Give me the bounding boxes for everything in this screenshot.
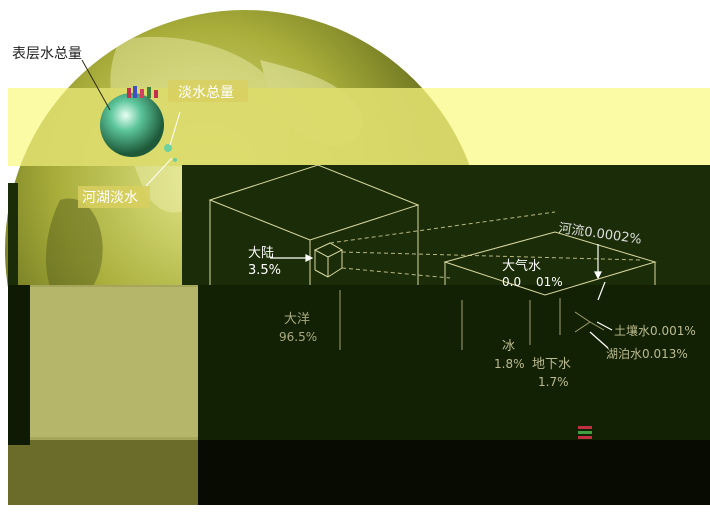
surface-water-drop bbox=[100, 93, 164, 157]
dark-panel-top bbox=[182, 165, 710, 285]
dark-panel-middle bbox=[198, 285, 710, 440]
continent-cube bbox=[313, 242, 344, 278]
left-dark-strip bbox=[8, 285, 30, 445]
label-groundwater-pct: 1.7% bbox=[538, 375, 569, 389]
globe-leaders bbox=[81, 59, 111, 111]
label-ocean: 大洋 bbox=[284, 312, 310, 327]
lake-river-label-box bbox=[78, 186, 150, 208]
label-groundwater: 地下水 bbox=[532, 357, 571, 372]
label-atmosphere: 大气水 bbox=[502, 258, 541, 274]
fresh-total-label-box bbox=[168, 80, 248, 102]
label-atmosphere-pct-a: 0.0 bbox=[502, 275, 521, 289]
freshwater-cube bbox=[443, 231, 657, 296]
bottom-marker bbox=[578, 426, 592, 439]
arrows bbox=[270, 244, 613, 349]
label-ice-pct: 1.8% bbox=[494, 357, 525, 371]
label-continent-pct: 3.5% bbox=[248, 263, 281, 278]
label-lake-water: 湖泊水0.013% bbox=[606, 346, 688, 361]
fresh-water-drop bbox=[164, 144, 172, 152]
label-soil-water: 土壤水0.001% bbox=[614, 323, 696, 338]
label-ocean-pct: 96.5% bbox=[279, 330, 317, 344]
dark-panel-bottom bbox=[198, 440, 710, 505]
globe-leaders-white bbox=[145, 111, 181, 187]
color-marker bbox=[127, 86, 158, 98]
label-surface-total: 表层水总量 bbox=[12, 46, 82, 62]
label-continent: 大陆 bbox=[248, 245, 274, 261]
label-lake-river-fresh: 河湖淡水 bbox=[82, 190, 138, 206]
lower-left-panel-base bbox=[8, 440, 198, 505]
lower-left-panel-inner bbox=[30, 287, 198, 437]
label-ice: 冰 bbox=[502, 339, 515, 354]
lower-lines bbox=[339, 290, 605, 350]
lake-river-drop bbox=[173, 158, 177, 162]
label-atmosphere-pct-b: 01% bbox=[536, 275, 563, 289]
projection-lines bbox=[329, 211, 641, 279]
top-right-blank bbox=[430, 0, 710, 80]
label-fresh-total: 淡水总量 bbox=[178, 85, 234, 101]
ocean-cube bbox=[208, 164, 420, 285]
